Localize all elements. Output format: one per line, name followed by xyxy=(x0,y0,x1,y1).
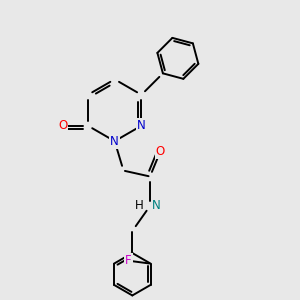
Text: N: N xyxy=(110,135,119,148)
Text: O: O xyxy=(58,119,68,132)
Text: H: H xyxy=(134,200,143,212)
Text: N: N xyxy=(152,200,161,212)
Text: O: O xyxy=(156,145,165,158)
Text: N: N xyxy=(137,119,146,132)
Text: F: F xyxy=(125,254,132,267)
